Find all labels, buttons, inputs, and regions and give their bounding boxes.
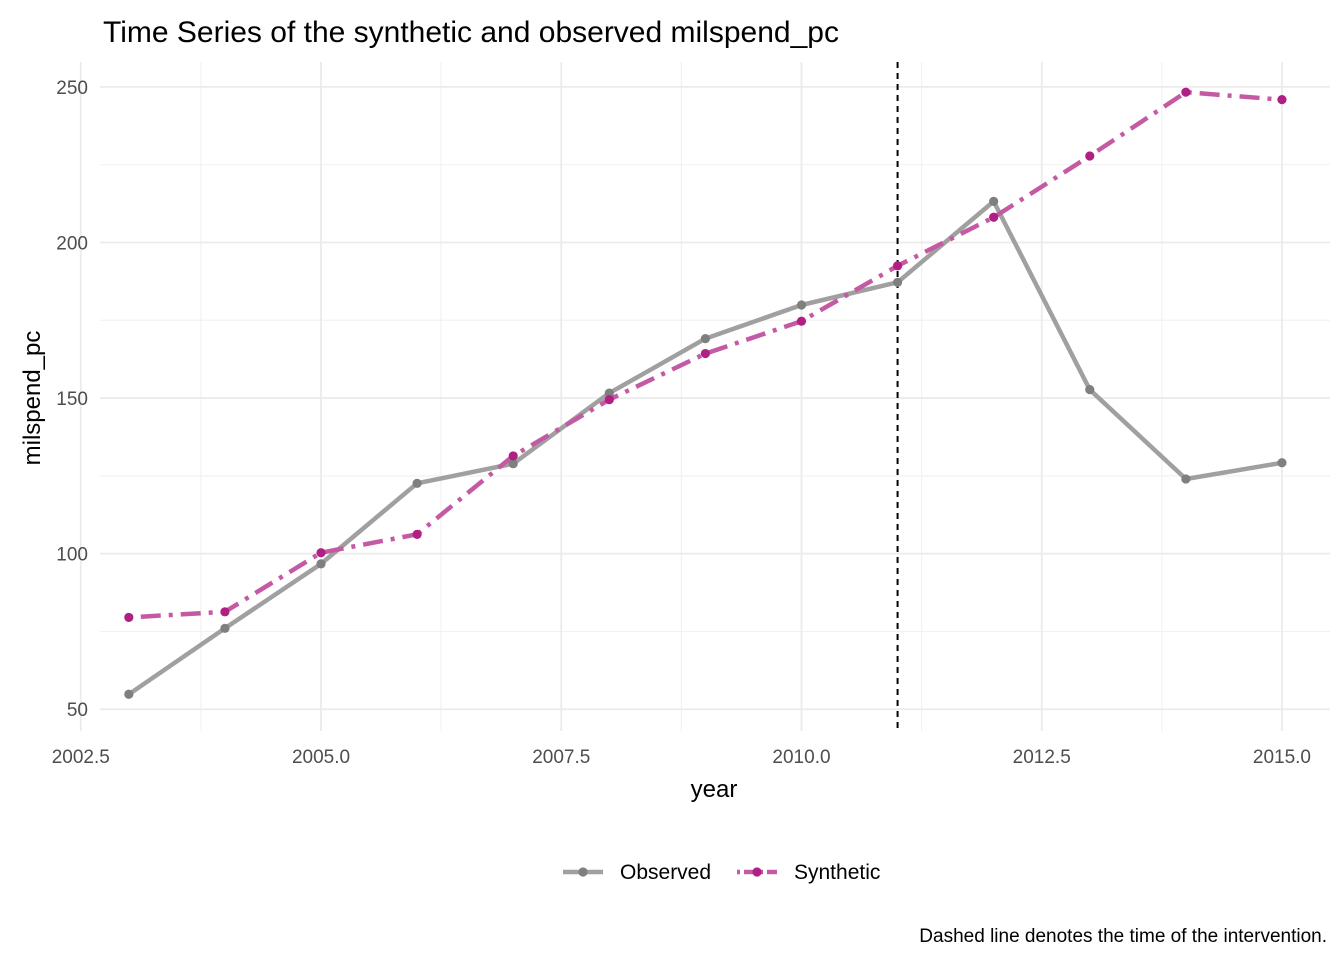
data-point-observed (796, 300, 807, 310)
x-tick-label: 2007.5 (532, 747, 590, 768)
x-tick-label: 2010.0 (772, 747, 830, 768)
legend-label-synthetic: Synthetic (794, 861, 880, 884)
data-point-synthetic (220, 607, 230, 617)
data-point-synthetic (989, 212, 999, 222)
grid (79, 62, 1330, 731)
legend-key-point-synthetic (752, 867, 762, 877)
y-tick-label: 250 (56, 78, 88, 99)
data-point-synthetic (892, 261, 903, 271)
series-lines (124, 87, 1287, 699)
data-point-synthetic (124, 612, 134, 623)
legend-key-point-observed (578, 867, 588, 877)
data-point-observed (700, 334, 710, 344)
data-point-observed (508, 459, 518, 469)
x-tick-label: 2015.0 (1253, 747, 1311, 768)
data-point-observed (1277, 458, 1287, 468)
data-point-observed (1181, 474, 1191, 484)
data-point-observed (604, 388, 614, 398)
data-point-observed (1085, 385, 1095, 395)
legend: Observed Synthetic (563, 861, 880, 884)
chart-title: Time Series of the synthetic and observe… (103, 16, 839, 49)
data-point-synthetic (412, 529, 422, 539)
x-tick-label: 2002.5 (52, 747, 110, 768)
data-point-synthetic (1181, 87, 1191, 97)
y-tick-label: 200 (56, 233, 88, 254)
x-axis-title: year (691, 776, 738, 803)
data-point-synthetic (700, 348, 710, 359)
legend-label-observed: Observed (620, 861, 711, 884)
data-point-synthetic (508, 451, 518, 461)
data-point-observed (989, 196, 999, 207)
y-tick-label: 50 (67, 700, 88, 721)
series-line-observed (127, 199, 1283, 697)
y-tick-label: 100 (56, 545, 88, 566)
data-point-synthetic (1085, 151, 1095, 161)
data-point-observed (892, 277, 903, 287)
data-point-synthetic (1277, 95, 1287, 105)
data-point-synthetic (796, 316, 807, 326)
y-tick-label: 150 (56, 389, 88, 410)
data-point-observed (220, 623, 230, 633)
data-point-synthetic (604, 395, 614, 405)
x-tick-label: 2005.0 (292, 747, 350, 768)
data-point-observed (412, 478, 422, 488)
y-axis-title: milspend_pc (19, 331, 46, 466)
data-point-observed (316, 559, 326, 569)
axis-ticks: 2002.5 2005.0 2007.5 2010.0 2012.5 2015.0 50 10… (52, 78, 1311, 768)
chart-caption: Dashed line denotes the time of the inte… (919, 926, 1327, 947)
data-point-synthetic (316, 548, 326, 558)
data-point-observed (124, 689, 134, 699)
x-tick-label: 2012.5 (1013, 747, 1071, 768)
